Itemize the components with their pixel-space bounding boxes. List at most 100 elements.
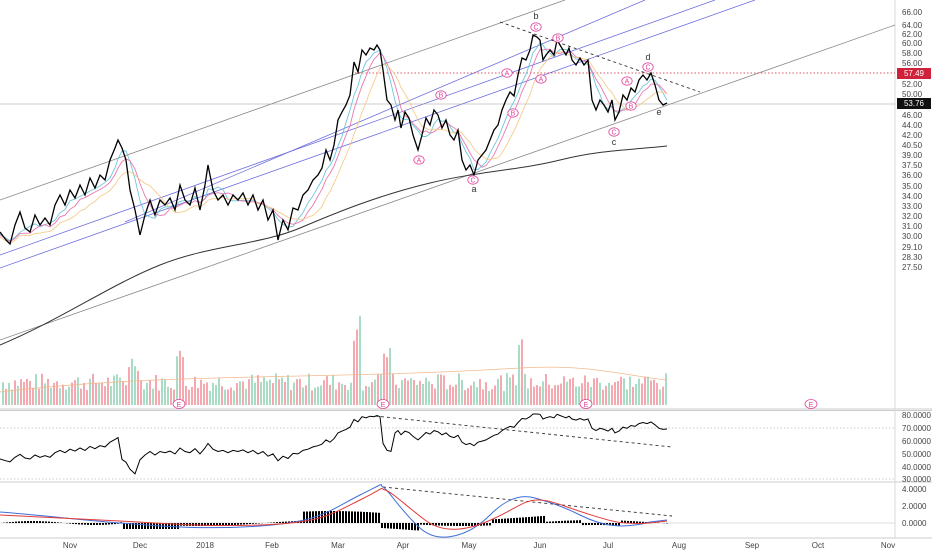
volume-bar xyxy=(215,385,217,405)
macd-histogram-bar xyxy=(411,523,413,530)
macd-histogram-bar xyxy=(492,519,494,523)
macd-histogram-bar xyxy=(255,523,257,524)
volume-bar xyxy=(299,379,301,405)
x-tick-label: Oct xyxy=(812,541,825,550)
volume-bar xyxy=(440,374,442,405)
volume-bar xyxy=(506,373,508,405)
volume-bar xyxy=(611,385,613,405)
macd-histogram-bar xyxy=(105,523,107,525)
volume-bar xyxy=(536,385,538,405)
volume-bar xyxy=(389,348,391,405)
x-tick-label: Apr xyxy=(397,541,410,550)
macd-histogram-bar xyxy=(567,521,569,523)
macd-histogram-bar xyxy=(486,523,488,526)
channel-line-5 xyxy=(125,0,645,222)
circle-label-text: A xyxy=(417,158,422,165)
volume-bar xyxy=(350,383,352,405)
volume-bar xyxy=(272,383,274,405)
volume-bar xyxy=(176,356,178,405)
circle-label-C: C xyxy=(643,63,653,72)
earnings-marker: E xyxy=(805,400,817,410)
circle-label-C: C xyxy=(609,128,619,137)
macd-histogram-bar xyxy=(51,522,53,523)
macd-histogram-bar xyxy=(450,523,452,526)
channel-line-3 xyxy=(0,0,755,268)
macd-histogram-bar xyxy=(69,523,71,524)
last-price-badge: 53.76 xyxy=(897,98,931,109)
macd-histogram-bar xyxy=(78,523,80,524)
level-marker-text: 57.49 xyxy=(904,69,925,78)
macd-histogram-bar xyxy=(453,523,455,526)
volume-bar xyxy=(41,374,43,405)
macd-histogram-bar xyxy=(435,523,437,525)
price-tick-label: 31.00 xyxy=(902,222,923,231)
macd-histogram-bar xyxy=(531,517,533,523)
macd-histogram-bar xyxy=(390,523,392,529)
volume-bar xyxy=(35,374,37,405)
macd-histogram-bar xyxy=(48,522,50,523)
macd-histogram-bar xyxy=(363,512,365,523)
macd-histogram-bar xyxy=(516,518,518,523)
macd-histogram-bar xyxy=(357,512,359,523)
circle-label-B: B xyxy=(508,109,518,118)
macd-histogram-bar xyxy=(393,523,395,529)
volume-bar xyxy=(227,390,229,406)
volume-bar xyxy=(206,382,208,405)
macd-histogram-bar xyxy=(84,523,86,525)
volume-bar xyxy=(566,382,568,405)
macd-histogram-bar xyxy=(330,511,332,523)
volume-bar xyxy=(77,377,79,405)
volume-bar xyxy=(572,378,574,405)
volume-bar xyxy=(368,387,370,405)
volume-bar xyxy=(125,385,127,405)
macd-histogram-bar xyxy=(144,523,146,529)
macd-histogram-bar xyxy=(591,523,593,525)
macd-histogram-bar xyxy=(510,518,512,523)
price-tick-label: 39.00 xyxy=(902,151,923,160)
macd-histogram-bar xyxy=(9,522,11,523)
volume-bar xyxy=(29,381,31,405)
price-tick-label: 36.00 xyxy=(902,171,923,180)
volume-bar xyxy=(392,374,394,405)
x-tick-label: Nov xyxy=(881,541,895,550)
volume-bar xyxy=(422,384,424,405)
volume-bar xyxy=(359,316,361,405)
volume-bar xyxy=(59,388,61,405)
volume-bar xyxy=(551,388,553,405)
volume-bar xyxy=(521,339,523,405)
volume-bar xyxy=(563,376,565,405)
circle-label-B: B xyxy=(436,91,446,100)
dashed-resistance-rsi xyxy=(375,416,672,447)
volume-bar xyxy=(449,385,451,405)
volume-bar xyxy=(179,351,181,405)
macd-histogram-bar xyxy=(615,523,617,525)
volume-bar xyxy=(17,386,19,405)
earnings-marker-text: E xyxy=(381,402,386,409)
volume-bar xyxy=(596,378,598,405)
moving-averages xyxy=(0,43,667,346)
volume-bar xyxy=(245,389,247,405)
circle-label-text: C xyxy=(470,178,475,185)
volume-bar xyxy=(107,378,109,405)
macd-histogram-bar xyxy=(579,520,581,523)
volume-bar xyxy=(395,385,397,405)
price-tick-label: 62.00 xyxy=(902,30,923,39)
macd-histogram-bar xyxy=(354,512,356,524)
macd-histogram-bar xyxy=(405,523,407,530)
macd-histogram-bar xyxy=(123,523,125,529)
volume-bar xyxy=(356,329,358,405)
volume-bar xyxy=(251,375,253,405)
volume-bar xyxy=(623,378,625,405)
macd-tick-label: 0.0000 xyxy=(902,519,927,528)
macd-histogram-bar xyxy=(87,523,89,525)
volume-bar xyxy=(239,381,241,405)
volume-bar xyxy=(224,390,226,405)
macd-histogram-bar xyxy=(507,518,509,523)
circle-label-text: A xyxy=(505,71,510,78)
volume-bar xyxy=(113,376,115,406)
volume-bar xyxy=(62,385,64,405)
volume-bar xyxy=(656,383,658,405)
macd-histogram-bar xyxy=(111,523,113,524)
volume-bar xyxy=(203,384,205,405)
